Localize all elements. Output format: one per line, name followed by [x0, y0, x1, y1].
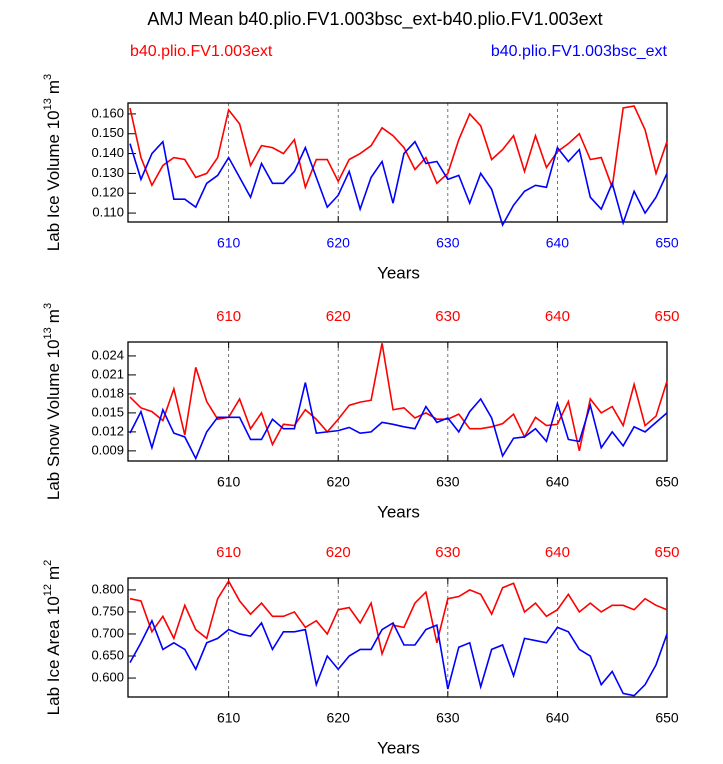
y-tick-label: 0.140 [91, 145, 124, 160]
y-axis-title-unit-exponent: 2 [42, 560, 54, 566]
x-tick-label: 620 [327, 710, 351, 726]
chart-title: AMJ Mean b40.plio.FV1.003bsc_ext-b40.pli… [147, 9, 602, 30]
x2-tick-label: 630 [435, 308, 460, 325]
legend-label: b40.plio.FV1.003ext [130, 43, 273, 60]
x2-tick-label: 620 [326, 544, 351, 561]
y-tick-label: 0.009 [91, 442, 124, 457]
x-tick-label: 610 [217, 235, 241, 251]
x2-tick-label: 640 [545, 308, 570, 325]
y-axis-title-unit-exponent: 3 [42, 74, 54, 80]
x2-tick-label: 640 [545, 544, 570, 561]
y-axis-title-text: Lab Ice Area 10 [44, 596, 63, 715]
legend-label: b40.plio.FV1.003bsc_ext [491, 43, 668, 60]
x-tick-label: 610 [217, 710, 241, 726]
x2-tick-label: 610 [216, 308, 241, 325]
x-tick-label: 650 [655, 710, 679, 726]
y-tick-label: 0.650 [91, 647, 124, 662]
y-tick-label: 0.018 [91, 385, 124, 400]
series-line [129, 382, 668, 461]
series-line [129, 139, 668, 228]
y-axis-title-unit: m [44, 309, 63, 323]
y-axis-title-exponent: 13 [42, 327, 54, 339]
y-axis-title-text: Lab Ice Volume 10 [44, 110, 63, 251]
x-tick-label: 630 [436, 710, 460, 726]
x-tick-label: 620 [327, 474, 351, 490]
x-tick-label: 650 [655, 474, 679, 490]
series-line [129, 618, 668, 697]
y-tick-label: 0.021 [91, 366, 124, 381]
x2-tick-label: 620 [326, 308, 351, 325]
series-line [129, 105, 668, 190]
plot-frame [127, 341, 668, 462]
y-axis-title-unit-exponent: 3 [42, 303, 54, 309]
x-tick-label: 630 [436, 235, 460, 251]
y-tick-label: 0.024 [91, 347, 124, 362]
series-line [129, 343, 668, 452]
y-tick-label: 0.012 [91, 423, 124, 438]
y-axis-title: Lab Ice Area 1012 m2 [42, 560, 64, 716]
x-tick-label: 640 [546, 235, 570, 251]
y-tick-label: 0.750 [91, 603, 124, 618]
series-line [129, 579, 668, 657]
plot-frame [127, 577, 668, 698]
plot-frame [127, 102, 668, 223]
x-tick-label: 640 [546, 710, 570, 726]
y-axis-title-unit: m [44, 80, 63, 94]
y-tick-label: 0.160 [91, 105, 124, 120]
y-tick-label: 0.015 [91, 404, 124, 419]
x-tick-label: 610 [217, 474, 241, 490]
x-axis-title: Years [377, 738, 420, 757]
x-tick-label: 620 [327, 235, 351, 251]
y-axis-title-text: Lab Snow Volume 10 [44, 339, 63, 500]
x-tick-label: 640 [546, 474, 570, 490]
y-tick-label: 0.600 [91, 669, 124, 684]
y-tick-label: 0.700 [91, 625, 124, 640]
x-tick-label: 650 [655, 235, 679, 251]
x2-tick-label: 610 [216, 544, 241, 561]
x-axis-title: Years [377, 502, 420, 521]
x2-tick-label: 650 [654, 544, 679, 561]
x-axis-title: Years [377, 263, 420, 282]
y-axis-title-unit: m [44, 566, 63, 580]
x2-tick-label: 650 [654, 308, 679, 325]
y-axis-title: Lab Snow Volume 1013 m3 [42, 303, 64, 500]
y-tick-label: 0.150 [91, 125, 124, 140]
y-tick-label: 0.110 [92, 205, 124, 220]
y-axis-title: Lab Ice Volume 1013 m3 [42, 74, 64, 251]
x-tick-label: 630 [436, 474, 460, 490]
y-tick-label: 0.120 [91, 185, 124, 200]
y-axis-title-exponent: 12 [42, 584, 54, 596]
y-tick-label: 0.800 [91, 581, 124, 596]
x2-tick-label: 630 [435, 544, 460, 561]
y-axis-title-exponent: 13 [42, 98, 54, 110]
y-tick-label: 0.130 [91, 165, 124, 180]
